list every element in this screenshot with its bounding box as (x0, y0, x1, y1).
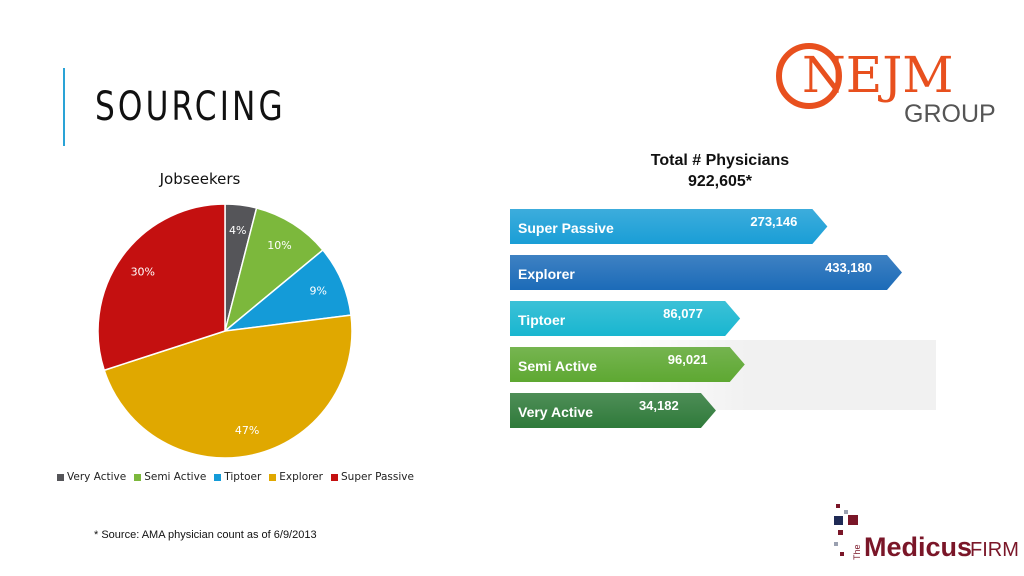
bar-category-label: Super Passive (518, 220, 614, 236)
legend-label: Super Passive (341, 471, 414, 483)
medicus-logo-main: Medicus (864, 532, 972, 562)
bar-category-label: Tiptoer (518, 312, 566, 328)
jobseekers-pie-chart: 4% 10% 9% 47% 30% (97, 203, 353, 459)
pie-chart-title: Jobseekers (159, 170, 241, 188)
legend-swatch (134, 473, 142, 481)
title-accent-bar (63, 68, 65, 146)
nejm-group-logo: NEJM GROUP (776, 43, 996, 128)
logo-square (848, 515, 858, 525)
nejm-logo-group-text: GROUP (904, 100, 996, 128)
logo-dot (838, 530, 843, 535)
pie-slice-semi-active (223, 207, 324, 334)
bar-value-label: 86,077 (663, 306, 703, 321)
legend-swatch (57, 473, 64, 481)
medicus-logo-the: The (852, 544, 862, 560)
pie-data-label: 4% (229, 224, 246, 237)
bar-value-label: 34,182 (638, 398, 679, 413)
pie-data-label: 30% (131, 265, 155, 278)
bar-category-label: Semi Active (518, 358, 597, 374)
nejm-logo-ring (776, 43, 842, 109)
bar-chart-title-line: Total # Physicians (650, 152, 790, 169)
slide-title: SOURCING (95, 84, 286, 130)
logo-dot (836, 504, 840, 508)
legend-label: Very Active (67, 471, 127, 483)
legend-swatch (269, 473, 277, 481)
logo-dot (834, 542, 838, 546)
bar-value-label: 273,146 (750, 214, 798, 229)
medicus-logo-firm: FIRM (970, 539, 1019, 561)
legend-item-very-active: Very Active (57, 471, 126, 483)
logo-square (834, 516, 843, 525)
nejm-logo-text: NEJM (802, 46, 954, 104)
legend-item-super-passive: Super Passive (331, 471, 414, 483)
legend-item-semi-active: Semi Active (134, 471, 206, 483)
bar-chart-total: 922,605* (687, 173, 753, 190)
medicus-firm-logo: The Medicus FIRM (834, 504, 1019, 562)
source-note: * Source: AMA physician count as of 6/9/… (94, 529, 317, 541)
bar-category-label: Explorer (518, 266, 575, 282)
bar-value-label: 96,021 (667, 352, 708, 367)
logo-dot (844, 510, 848, 514)
legend-item-explorer: Explorer (269, 471, 323, 483)
bar-category-label: Very Active (518, 404, 593, 420)
pie-data-label: 9% (310, 285, 327, 298)
legend-label: Explorer (279, 471, 323, 483)
legend-item-tiptoer: Tiptoer (214, 471, 261, 483)
legend-swatch (214, 473, 222, 481)
pie-data-label: 47% (235, 424, 259, 437)
bar-value-label: 433,180 (825, 260, 872, 275)
pie-slice-super-passive (97, 203, 226, 372)
pie-legend: Very Active Semi Active Tiptoer Explorer… (57, 471, 414, 483)
legend-label: Semi Active (144, 471, 207, 483)
bar-chart-title: Total # Physicians 922,605* (610, 150, 830, 192)
legend-label: Tiptoer (224, 471, 262, 483)
pie-data-label: 10% (267, 239, 291, 252)
legend-swatch (331, 473, 338, 481)
logo-dot (840, 552, 844, 556)
